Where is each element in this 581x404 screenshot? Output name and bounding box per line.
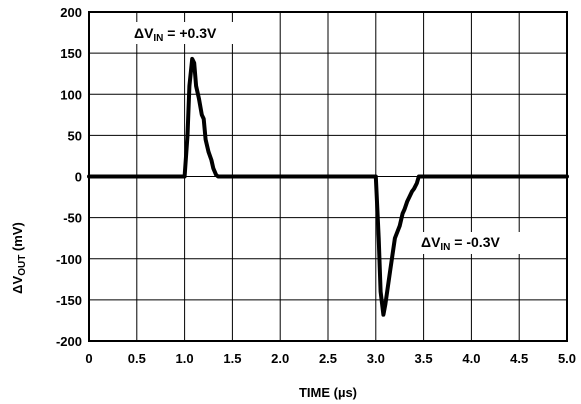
y-axis-title: ΔVOUT (mV): [10, 222, 28, 294]
y-axis-title-suffix: (mV): [10, 222, 25, 255]
y-tick-label: -150: [56, 293, 82, 308]
x-tick-label: 4.0: [462, 351, 480, 366]
annotation-plus-rest: = +0.3V: [163, 25, 217, 41]
x-tick-label: 2.5: [319, 351, 337, 366]
y-tick-labels: 200 150 100 50 0 -50 -100 -150 -200: [56, 5, 82, 349]
y-tick-label: 50: [68, 128, 82, 143]
plot-frame: [88, 11, 568, 342]
y-axis-title-sub: OUT: [17, 255, 28, 276]
y-tick-label: -100: [56, 252, 82, 267]
x-tick-label: 3.5: [415, 351, 433, 366]
y-tick-label: 100: [60, 87, 82, 102]
x-tick-label: 0.5: [128, 351, 146, 366]
y-tick-label: 150: [60, 46, 82, 61]
y-tick-label: -200: [56, 334, 82, 349]
annotation-minus-rest: = -0.3V: [450, 234, 500, 250]
series-trace: [87, 56, 569, 317]
y-tick-label: 0: [75, 170, 82, 185]
annotation-plus-base: ΔV: [134, 25, 154, 41]
annotation-plus-bg: [130, 22, 250, 44]
x-tick-labels: 0 0.5 1.0 1.5 2.0 2.5 3.0 3.5 4.0 4.5 5.0: [85, 351, 576, 366]
x-tick-label: 1.5: [223, 351, 241, 366]
annotation-minus-base: ΔV: [421, 234, 441, 250]
y-axis-title-prefix: ΔV: [10, 275, 25, 293]
annotation-plus-sub: IN: [153, 33, 163, 44]
x-tick-label: 5.0: [558, 351, 576, 366]
x-tick-label: 2.0: [271, 351, 289, 366]
annotation-minus: ΔVIN = -0.3V: [421, 234, 500, 253]
x-tick-label: 4.5: [510, 351, 528, 366]
x-tick-label: 0: [85, 351, 92, 366]
y-tick-label: 200: [60, 5, 82, 20]
x-axis-title: TIME (µs): [299, 385, 357, 400]
y-tick-label: -50: [63, 211, 82, 226]
annotation-minus-sub: IN: [440, 242, 450, 253]
x-tick-label: 3.0: [367, 351, 385, 366]
x-tick-label: 1.0: [176, 351, 194, 366]
annotation-plus: ΔVIN = +0.3V: [134, 25, 217, 44]
trace-layer: [87, 56, 569, 317]
annotation-minus-bg: [418, 232, 534, 254]
